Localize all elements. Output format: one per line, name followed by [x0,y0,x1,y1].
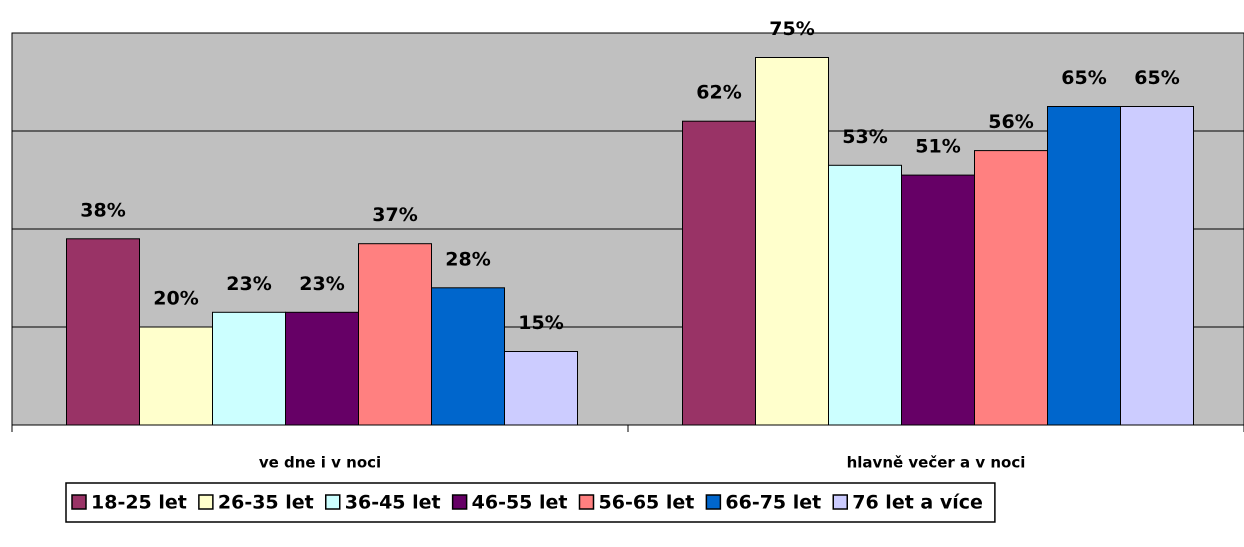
data-label: 65% [1134,67,1179,89]
legend-label: 56-65 let [599,492,695,514]
data-label: 56% [988,111,1033,133]
bar [504,351,578,426]
bar [139,326,213,426]
data-label: 65% [1061,67,1106,89]
bar [974,150,1048,426]
x-tick-label: hlavně večer a v noci [847,454,1026,472]
data-label: 15% [518,312,563,334]
bar [901,174,975,426]
legend-swatch [578,494,595,510]
bar [431,287,505,426]
x-tick-label: ve dne i v noci [259,454,381,472]
legend-label: 18-25 let [91,492,187,514]
bar [285,311,359,426]
legend-swatch [71,494,87,510]
bar [358,243,432,426]
legend-swatch [705,494,722,510]
data-label: 62% [696,82,741,104]
data-label: 20% [153,288,198,310]
bar [828,164,902,426]
data-label: 75% [769,18,814,40]
data-label: 23% [226,273,271,295]
bar [755,57,829,426]
legend-swatch [451,494,468,510]
legend-swatch [832,494,848,510]
legend-label: 26-35 let [218,492,314,514]
bar [212,311,286,426]
legend-swatch [325,494,341,510]
bar [1047,106,1121,426]
legend-swatch [198,494,214,510]
data-label: 37% [372,204,417,226]
data-label: 51% [915,136,960,158]
data-label: 23% [299,273,344,295]
bar [66,238,140,426]
legend-label: 36-45 let [345,492,441,514]
legend-label: 76 let a více [852,492,983,514]
legend-label: 66-75 let [725,492,821,514]
data-label: 53% [842,126,887,148]
data-label: 38% [80,199,125,221]
bar [682,120,756,426]
data-label: 28% [445,248,490,270]
legend-label: 46-55 let [472,492,568,514]
bar [1120,106,1194,426]
